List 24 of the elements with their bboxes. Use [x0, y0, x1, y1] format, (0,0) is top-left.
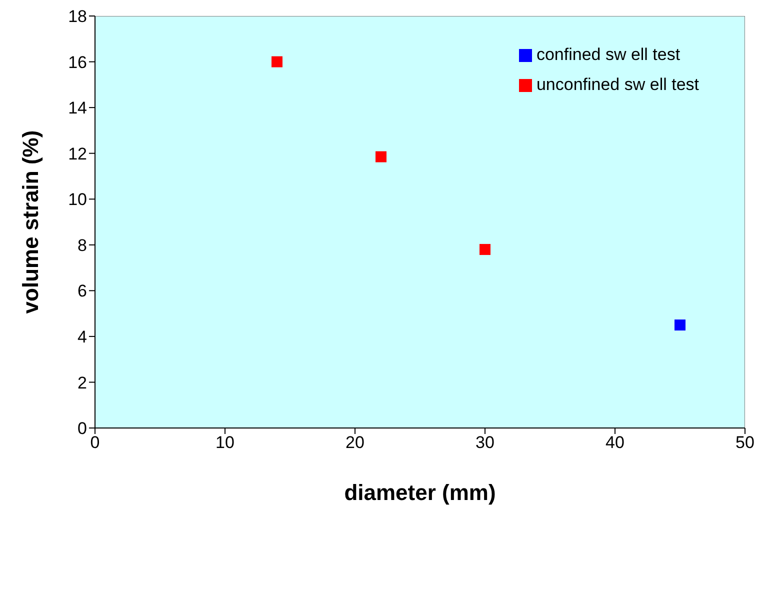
x-axis-title: diameter (mm) [344, 480, 496, 505]
point [376, 151, 386, 162]
x-tick-label: 40 [606, 433, 624, 452]
y-tick-label: 10 [68, 190, 87, 210]
y-axis-title: volume strain (%) [18, 130, 43, 314]
y-tick-label: 4 [78, 327, 87, 346]
point [272, 56, 282, 68]
y-tick-label: 18 [68, 7, 87, 26]
legend-label: confined sw ell test [536, 45, 680, 64]
x-tick-label: 50 [736, 433, 754, 452]
x-tick-label: 30 [476, 433, 494, 452]
y-tick-label: 6 [78, 282, 87, 301]
y-tick-label: 12 [68, 144, 87, 164]
y-tick-label: 16 [68, 52, 87, 72]
x-tick-label: 20 [346, 433, 364, 452]
point [480, 244, 490, 255]
point [674, 320, 686, 330]
x-tick-label: 0 [90, 433, 100, 452]
y-tick-label: 8 [78, 236, 87, 255]
y-tick-label: 14 [68, 98, 87, 118]
legend-label: unconfined sw ell test [536, 75, 699, 94]
x-tick-label: 10 [216, 433, 234, 452]
y-tick-label: 2 [78, 373, 87, 392]
y-tick-label: 0 [78, 419, 87, 438]
